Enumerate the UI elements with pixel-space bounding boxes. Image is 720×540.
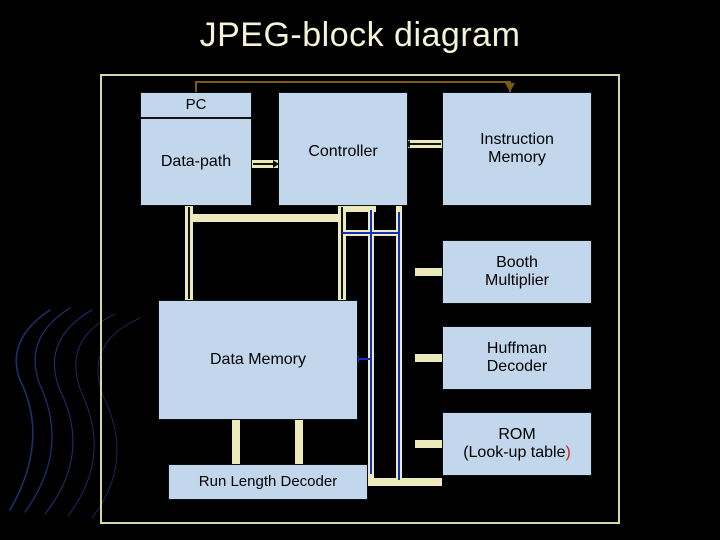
box-controller: Controller [278, 92, 408, 206]
box-rom-label-pre: ROM (Look-up table [463, 426, 565, 461]
box-imem-label: Instruction Memory [480, 131, 554, 168]
arrow-imem-controller [409, 143, 441, 145]
conn-rld-east [368, 478, 442, 486]
box-booth-label: Booth Multiplier [485, 254, 549, 291]
conn-hbar-upper [185, 214, 346, 222]
box-huffman-decoder: Huffman Decoder [442, 326, 592, 390]
box-datapath-label: Data-path [161, 153, 231, 171]
box-rom: ROM (Look-up table) [442, 412, 592, 476]
bus-blue-stub [358, 358, 372, 360]
bus-blue-v-left [370, 210, 372, 474]
box-instruction-memory: Instruction Memory [442, 92, 592, 206]
box-huffman-label: Huffman Decoder [487, 340, 547, 377]
conn-datamem-rld-a [232, 420, 240, 464]
box-run-length-decoder: Run Length Decoder [168, 464, 368, 500]
box-rld-label: Run Length Decoder [199, 473, 337, 490]
conn-bus-to-huffman [415, 354, 442, 362]
box-booth-multiplier: Booth Multiplier [442, 240, 592, 304]
conn-datamem-rld-b [295, 420, 303, 464]
conn-bus-to-booth [415, 268, 442, 276]
page-title: JPEG-block diagram [0, 16, 720, 55]
box-rom-label: ROM (Look-up table) [463, 426, 571, 463]
box-datapath: Data-path [140, 118, 252, 206]
bus-blue-v-right [398, 212, 400, 480]
box-rom-label-close: ) [565, 444, 570, 461]
box-pc-label: PC [186, 96, 207, 113]
conn-bus-to-rom [415, 440, 442, 448]
box-pc: PC [140, 92, 252, 118]
box-data-memory: Data Memory [158, 300, 358, 420]
arrow-controller-datamem [341, 207, 343, 299]
box-datamem-label: Data Memory [210, 351, 306, 369]
box-controller-label: Controller [308, 143, 377, 161]
arrow-datapath-datamem [188, 207, 190, 299]
bus-blue-h1 [342, 232, 400, 234]
